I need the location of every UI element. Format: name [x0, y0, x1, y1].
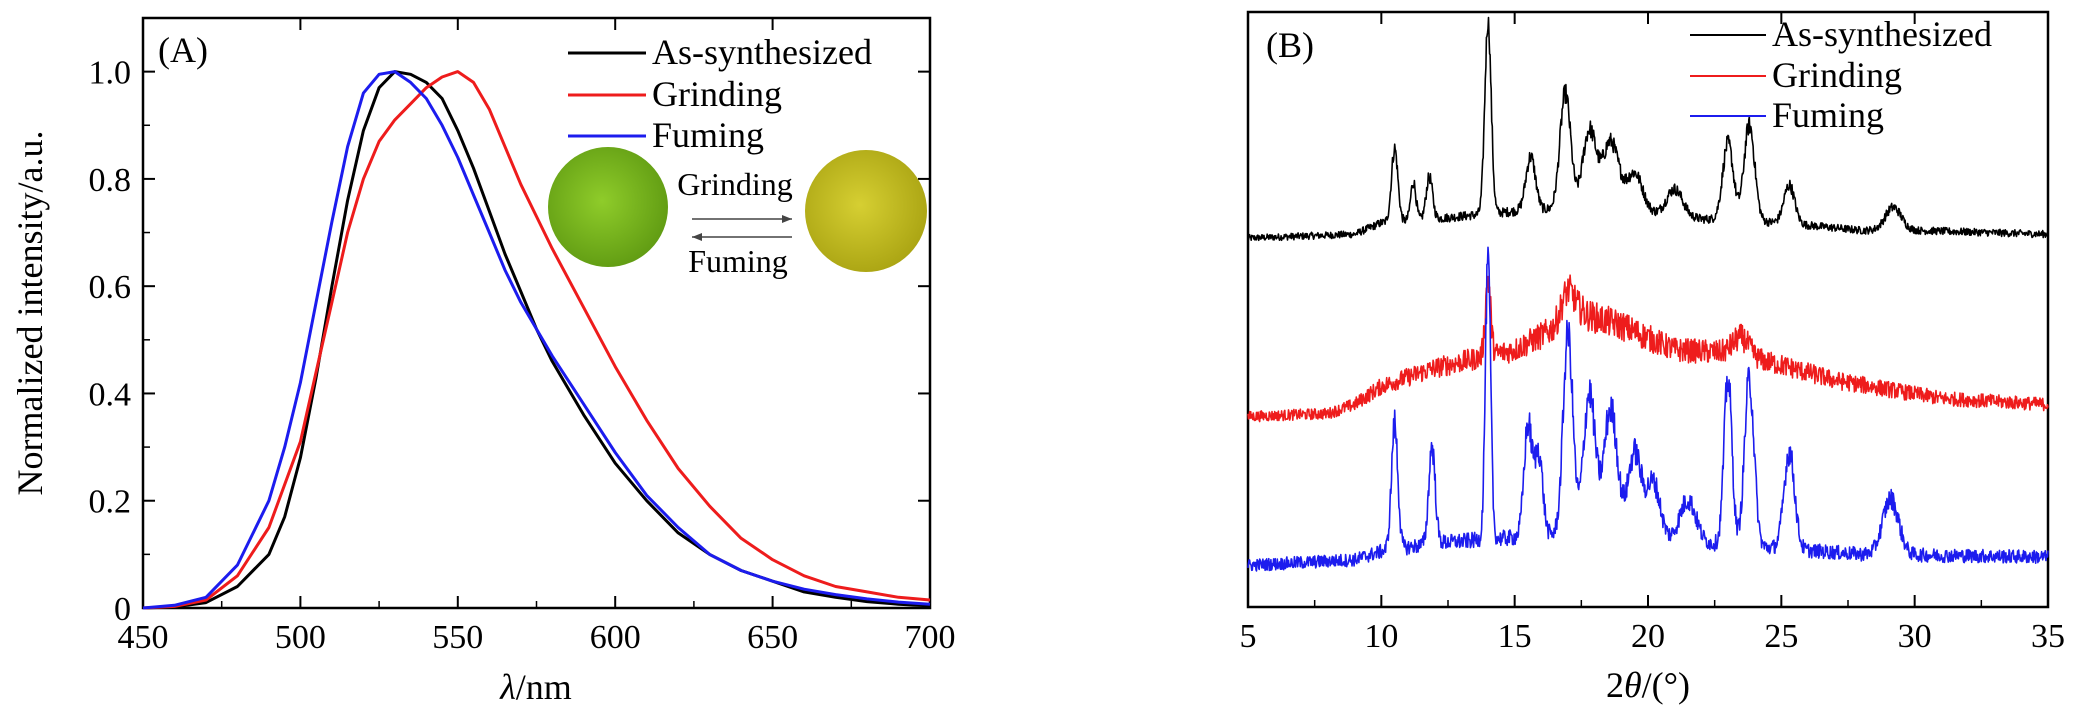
- panel-b-series-grinding: [1247, 274, 2049, 423]
- panel-b-x-axis-prefix: 2: [1606, 665, 1624, 705]
- panel-a-series-grinding: [142, 70, 931, 610]
- panel-a-y-tick-label-0.2: 0.2: [89, 484, 132, 521]
- panel-a-y-tick-label-0: 0: [114, 591, 131, 628]
- panel-a-label: (A): [158, 30, 208, 70]
- panel-a-inset: Grinding Fuming: [548, 147, 927, 279]
- panel-b-x-tick-label-25: 25: [1764, 618, 1798, 655]
- panel-a-y-axis-title: Normalized intensity/a.u.: [10, 131, 50, 496]
- legend-b-label-as-synthesized: As-synthesized: [1772, 14, 1992, 54]
- panel-a-x-tick-label-650: 650: [747, 619, 798, 656]
- panel-a-x-tick-label-700: 700: [905, 619, 956, 656]
- panel-b-x-tick-label-10: 10: [1364, 618, 1398, 655]
- panel-b-label: (B): [1266, 25, 1314, 65]
- panel-b-x-axis-title: 2θ/(°): [1606, 665, 1690, 705]
- panel-a-y-tick-label-1.0: 1.0: [89, 55, 132, 92]
- legend-a-label-fuming: Fuming: [652, 115, 764, 155]
- panel-b-ticks: 5 10 15 20 25 30 35: [1240, 12, 2065, 655]
- panel-b-legend: As-synthesized Grinding Fuming: [1690, 14, 1992, 135]
- legend-b-label-fuming: Fuming: [1772, 95, 1884, 135]
- panel-a-chart: 450 500 550 600 650 700 0 0.2 0.4 0.6 0.8 1.0 (A) λ…: [10, 16, 956, 707]
- panel-a-y-tick-label-0.8: 0.8: [89, 162, 132, 199]
- panel-a-x-tick-label-500: 500: [275, 619, 326, 656]
- panel-b-chart: 5 10 15 20 25 30 35 (B) 2θ/(°) As-synthesized …: [1240, 10, 2065, 705]
- panel-a-x-tick-label-450: 450: [118, 619, 169, 656]
- legend-a-label-as-synthesized: As-synthesized: [652, 32, 872, 72]
- panel-b-series-as-synthesized: [1247, 16, 2049, 242]
- panel-b-series-lines: [1247, 16, 2049, 572]
- panel-b-x-tick-label-30: 30: [1898, 618, 1932, 655]
- panel-a-y-tick-label-0.4: 0.4: [89, 376, 132, 413]
- panel-b-x-tick-label-5: 5: [1240, 618, 1257, 655]
- panel-a-x-axis-unit: /nm: [516, 667, 572, 707]
- panel-b-series-fuming: [1247, 246, 2049, 572]
- legend-a-label-grinding: Grinding: [652, 74, 782, 114]
- panel-a-x-tick-label-600: 600: [590, 619, 641, 656]
- inset-as-synthesized-sample-photo: [548, 147, 668, 267]
- panel-a-x-axis-symbol: λ: [499, 667, 516, 707]
- panel-a-ticks: 450 500 550 600 650 700 0 0.2 0.4 0.6 0.8 1.0: [89, 17, 956, 656]
- inset-fuming-label: Fuming: [688, 243, 788, 279]
- panel-a-legend: As-synthesized Grinding Fuming: [568, 32, 872, 155]
- panel-a-series-lines: [142, 70, 931, 610]
- panel-b-plot-frame: [1246, 10, 2050, 609]
- inset-grinding-arrowhead-icon: [782, 215, 792, 223]
- panel-a-x-tick-label-550: 550: [432, 619, 483, 656]
- inset-fuming-arrowhead-icon: [692, 233, 702, 241]
- inset-grinding-label: Grinding: [677, 166, 793, 202]
- panel-a-series-fuming: [142, 70, 931, 610]
- panel-b-x-axis-symbol: θ: [1624, 665, 1642, 705]
- panel-a-y-tick-label-0.6: 0.6: [89, 269, 132, 306]
- inset-ground-sample-photo: [805, 150, 927, 272]
- panel-a-x-axis-title: λ/nm: [499, 667, 572, 707]
- panel-b-x-tick-label-20: 20: [1631, 618, 1665, 655]
- legend-b-label-grinding: Grinding: [1772, 55, 1902, 95]
- panel-a-series-as-synthesized: [142, 70, 931, 610]
- panel-b-x-axis-unit: /(°): [1642, 665, 1690, 705]
- panel-b-x-tick-label-35: 35: [2031, 618, 2065, 655]
- panel-b-x-tick-label-15: 15: [1498, 618, 1532, 655]
